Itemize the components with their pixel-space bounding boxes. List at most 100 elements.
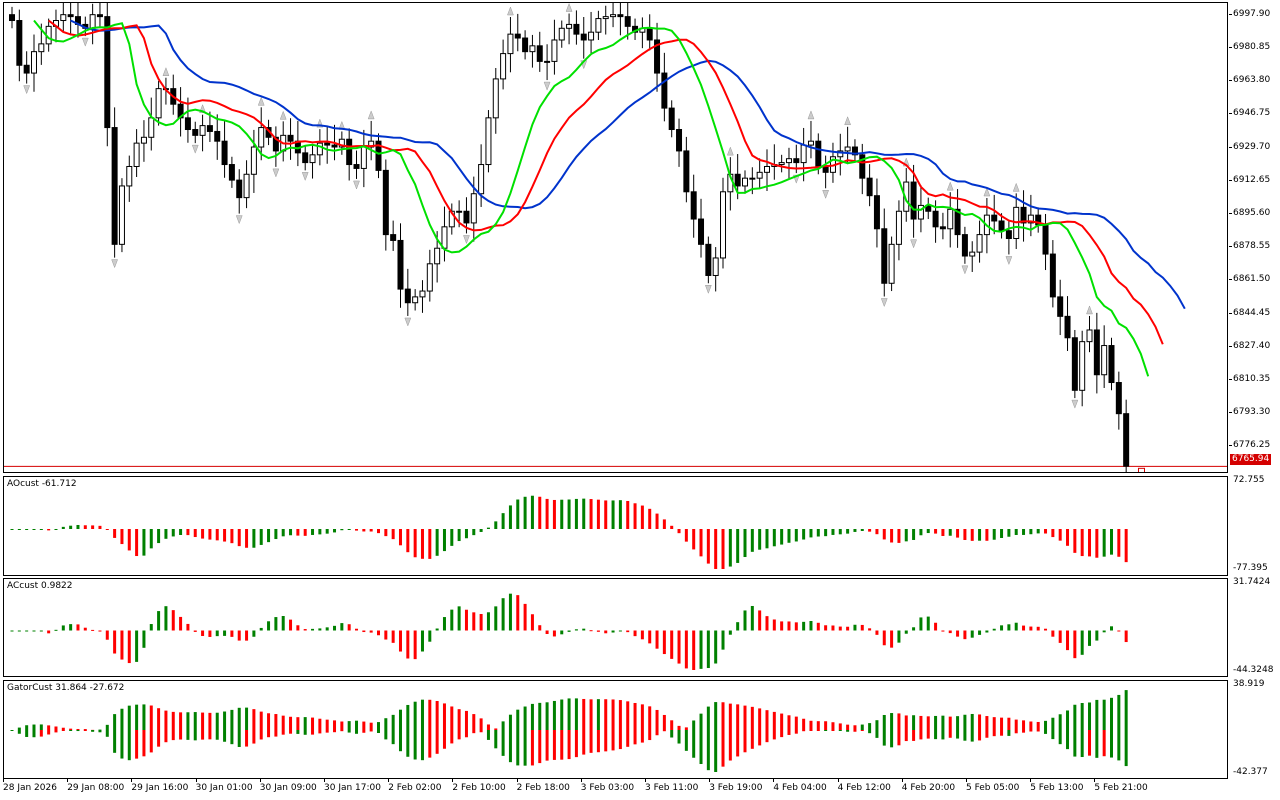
bull-candle <box>199 125 206 136</box>
ac-bar <box>824 625 828 631</box>
ac-bar <box>992 628 996 631</box>
fractal-down-icon <box>111 259 118 269</box>
ao-bar <box>25 529 29 530</box>
ao-scale-min: -77.395 <box>1233 563 1268 573</box>
ac-bar <box>941 630 945 632</box>
bull-candle <box>720 191 727 259</box>
time-axis-label: 3 Feb 11:00 <box>645 779 699 793</box>
time-axis-label: 5 Feb 05:00 <box>966 779 1020 793</box>
ao-bar <box>772 529 776 547</box>
bear-candle <box>961 234 968 257</box>
bear-candle <box>932 210 939 228</box>
gator-lower-bar <box>17 730 21 734</box>
gator-lower-bar <box>252 730 256 744</box>
ao-bar <box>728 529 732 567</box>
ao-bar <box>567 499 571 529</box>
gator-lower-bar <box>1036 730 1040 732</box>
bull-candle <box>763 165 770 173</box>
gator-upper-bar <box>765 710 769 730</box>
gator-lower-bar <box>494 730 498 749</box>
gator-lower-bar <box>970 730 974 742</box>
gator-upper-bar <box>1044 720 1048 730</box>
ac-bar <box>289 619 293 631</box>
gator-upper-bar <box>538 702 542 730</box>
ao-bar <box>274 529 278 540</box>
price-chart-svg[interactable] <box>4 3 1228 473</box>
bull-candle <box>38 43 45 53</box>
gator-lower-bar <box>750 730 754 749</box>
bull-candle <box>742 177 748 187</box>
gator-upper-bar <box>113 714 117 730</box>
ao-bar <box>516 499 520 529</box>
bull-candle <box>895 210 902 245</box>
ao-bar <box>1014 529 1018 535</box>
ac-bar <box>1022 625 1026 631</box>
gator-upper-bar <box>267 713 271 730</box>
gator-lower-bar <box>1080 730 1084 758</box>
gator-lower-bar <box>179 730 183 740</box>
gator-upper-bar <box>157 708 161 730</box>
ao-bar <box>384 529 388 537</box>
ac-bar <box>274 617 278 631</box>
price-chart-panel[interactable] <box>3 2 1228 473</box>
time-axis-label: 30 Jan 09:00 <box>259 779 317 793</box>
gator-lower-bar <box>274 730 278 737</box>
bull-candle <box>89 14 96 29</box>
bear-candle <box>375 140 382 171</box>
gator-lower-bar <box>1073 730 1077 757</box>
gator-upper-bar <box>1124 690 1128 730</box>
ao-title: AOcust -61.712 <box>7 479 77 489</box>
fractal-down-icon <box>301 172 309 182</box>
gator-lower-bar <box>1029 730 1033 732</box>
gator-indicator-panel[interactable]: GatorCust 31.864 -27.672 <box>3 680 1228 779</box>
ac-bar <box>1095 630 1099 641</box>
gator-upper-bar <box>420 699 424 730</box>
time-axis-label: 5 Feb 21:00 <box>1094 779 1148 793</box>
gator-upper-bar <box>61 727 65 730</box>
ac-bar <box>846 626 850 631</box>
ac-bar <box>655 630 659 649</box>
ac-bar <box>604 630 608 634</box>
ao-bar <box>333 529 337 533</box>
price-scale-tick: 6827.40 <box>1228 340 1271 351</box>
alligator-jaw-line <box>70 19 1186 310</box>
ao-bar <box>296 529 300 536</box>
gator-upper-bar <box>721 702 725 730</box>
ao-bar <box>618 500 622 529</box>
gator-lower-bar <box>589 730 593 753</box>
ao-bar <box>750 529 754 552</box>
ac-bar <box>369 630 373 633</box>
gator-lower-bar <box>1088 730 1092 756</box>
gator-upper-bar <box>985 716 989 730</box>
ao-bar <box>882 529 886 540</box>
ac-bar <box>384 630 388 640</box>
gator-lower-bar <box>846 730 850 732</box>
ao-bar <box>721 529 725 569</box>
ao-bar <box>413 529 417 558</box>
gator-lower-bar <box>479 730 483 733</box>
bear-candle <box>96 14 103 18</box>
ac-indicator-panel[interactable]: ACcust 0.9822 <box>3 578 1228 677</box>
price-scale-tick: 6793.30 <box>1228 407 1271 418</box>
ao-bar <box>98 525 102 529</box>
gator-lower-bar <box>157 730 161 747</box>
ac-bar <box>215 630 219 637</box>
gator-upper-bar <box>69 728 73 730</box>
ac-bar <box>780 621 784 631</box>
ao-bar <box>1102 529 1106 557</box>
ac-bar <box>91 629 95 631</box>
price-scale-tick: 6861.50 <box>1228 274 1271 285</box>
gator-lower-bar <box>76 730 80 732</box>
bear-candle <box>236 179 243 199</box>
gator-lower-bar <box>882 730 886 746</box>
price-scale[interactable]: 6997.90 6980.85 6963.80 6946.75 6929.70 6912.… <box>1228 2 1280 473</box>
gator-lower-bar <box>809 730 813 731</box>
gator-lower-bar <box>54 730 58 733</box>
price-scale-tick: 6946.75 <box>1228 108 1271 119</box>
ao-indicator-panel[interactable]: AOcust -61.712 <box>3 476 1228 576</box>
gator-upper-bar <box>728 703 732 730</box>
gator-upper-bar <box>333 720 337 730</box>
ao-bar <box>171 529 175 537</box>
ao-bar <box>897 529 901 543</box>
time-axis[interactable]: 28 Jan 2026 29 Jan 08:00 29 Jan 16:00 30 Ja… <box>0 779 1230 799</box>
